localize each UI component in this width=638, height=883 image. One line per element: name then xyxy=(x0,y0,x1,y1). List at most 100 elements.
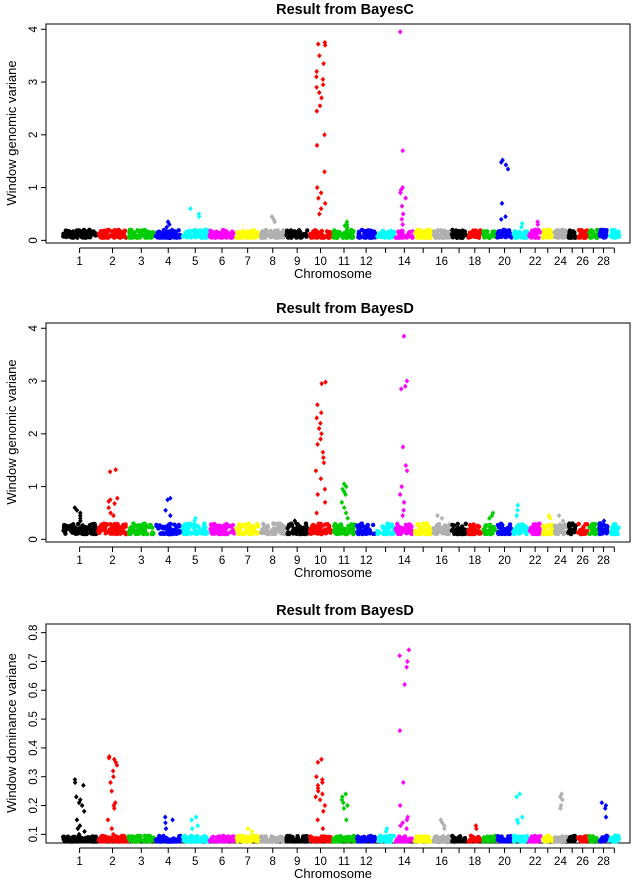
x-tick-label: 12 xyxy=(360,555,373,567)
peak-point xyxy=(318,436,323,442)
data-point xyxy=(327,529,333,534)
x-tick-label: 4 xyxy=(165,856,172,868)
data-point xyxy=(591,525,596,530)
data-point xyxy=(108,531,113,536)
data-point xyxy=(319,834,324,839)
x-tick-label: 14 xyxy=(398,256,411,268)
data-point xyxy=(255,234,260,239)
data-point xyxy=(337,230,342,235)
data-point xyxy=(505,531,510,536)
data-point xyxy=(209,530,214,535)
data-point xyxy=(608,835,613,841)
data-point xyxy=(327,231,333,236)
data-point xyxy=(483,524,488,529)
peak-point xyxy=(442,826,447,832)
data-point xyxy=(529,834,535,839)
x-tick-label: 28 xyxy=(597,256,610,268)
data-point xyxy=(439,839,444,844)
data-point xyxy=(582,531,587,536)
data-point xyxy=(496,230,502,235)
data-point xyxy=(92,837,97,842)
data-point xyxy=(181,834,186,840)
peak-point xyxy=(318,190,324,196)
data-point xyxy=(522,528,528,534)
data-point xyxy=(426,528,431,533)
peak-point xyxy=(320,76,326,82)
peak-point xyxy=(74,817,80,823)
data-point xyxy=(261,521,266,527)
data-point xyxy=(265,525,271,530)
peak-point xyxy=(315,788,321,794)
data-point xyxy=(426,838,431,843)
x-tick-label: 12 xyxy=(360,856,373,868)
x-tick-label: 2 xyxy=(109,856,115,868)
data-point xyxy=(228,524,234,529)
data-point xyxy=(61,234,66,239)
peak-point xyxy=(318,206,324,212)
data-point xyxy=(570,528,576,534)
y-axis: 0.1 0.2 0.3 0.4 0.5 0.6 0.7 0.8 xyxy=(28,625,46,842)
peak-point xyxy=(112,805,117,811)
data-point xyxy=(499,834,504,839)
peak-point xyxy=(315,402,320,408)
x-tick-label: 9 xyxy=(294,256,300,268)
data-point xyxy=(83,233,88,238)
peak-point xyxy=(400,148,405,154)
data-point xyxy=(445,531,450,537)
data-point xyxy=(202,528,208,533)
x-tick-label: 6 xyxy=(219,555,225,567)
data-point xyxy=(158,839,163,844)
data-point xyxy=(424,521,430,526)
data-point xyxy=(161,833,166,839)
data-point xyxy=(247,233,252,238)
peak-point xyxy=(405,814,410,820)
x-tick-label: 8 xyxy=(270,555,276,567)
data-point xyxy=(163,526,168,531)
data-point xyxy=(435,235,441,240)
data-point xyxy=(397,235,403,240)
data-point xyxy=(462,835,468,841)
data-point xyxy=(165,531,170,536)
x-tick-label: 6 xyxy=(219,856,225,868)
y-tick-label: 4 xyxy=(28,324,40,331)
peak-point xyxy=(345,802,350,809)
data-point xyxy=(168,521,173,527)
peak-point xyxy=(339,499,345,505)
y-tick-label: 0.5 xyxy=(28,711,40,727)
data-point xyxy=(385,531,390,537)
peak-point xyxy=(558,794,563,800)
data-point xyxy=(316,528,322,534)
data-point xyxy=(588,235,593,240)
data-point xyxy=(237,834,243,839)
peak-point xyxy=(322,169,327,175)
data-point xyxy=(223,838,228,844)
peak-point xyxy=(108,497,113,503)
y-tick-label: 0.4 xyxy=(28,739,40,756)
peak-point xyxy=(316,425,322,432)
peak-point xyxy=(111,831,116,837)
peak-point xyxy=(519,224,524,230)
data-point xyxy=(418,839,424,844)
data-point xyxy=(70,530,75,535)
data-point xyxy=(210,835,215,840)
peak-point xyxy=(314,74,319,80)
plot-frame xyxy=(45,623,631,844)
peak-point xyxy=(598,520,604,527)
data-point xyxy=(396,524,401,529)
data-point xyxy=(155,230,160,235)
data-point xyxy=(517,527,522,532)
data-point xyxy=(332,838,338,844)
peak-point xyxy=(498,159,504,165)
peak-point xyxy=(322,42,328,48)
data-point xyxy=(419,834,425,839)
data-point xyxy=(263,233,268,239)
data-point xyxy=(154,523,159,529)
data-point xyxy=(87,227,92,232)
data-point xyxy=(97,234,103,239)
data-point xyxy=(195,523,200,528)
data-point xyxy=(118,233,123,238)
data-point xyxy=(561,838,566,844)
data-point xyxy=(587,525,592,530)
y-tick-label: 0.2 xyxy=(28,798,40,814)
data-point xyxy=(590,229,595,234)
